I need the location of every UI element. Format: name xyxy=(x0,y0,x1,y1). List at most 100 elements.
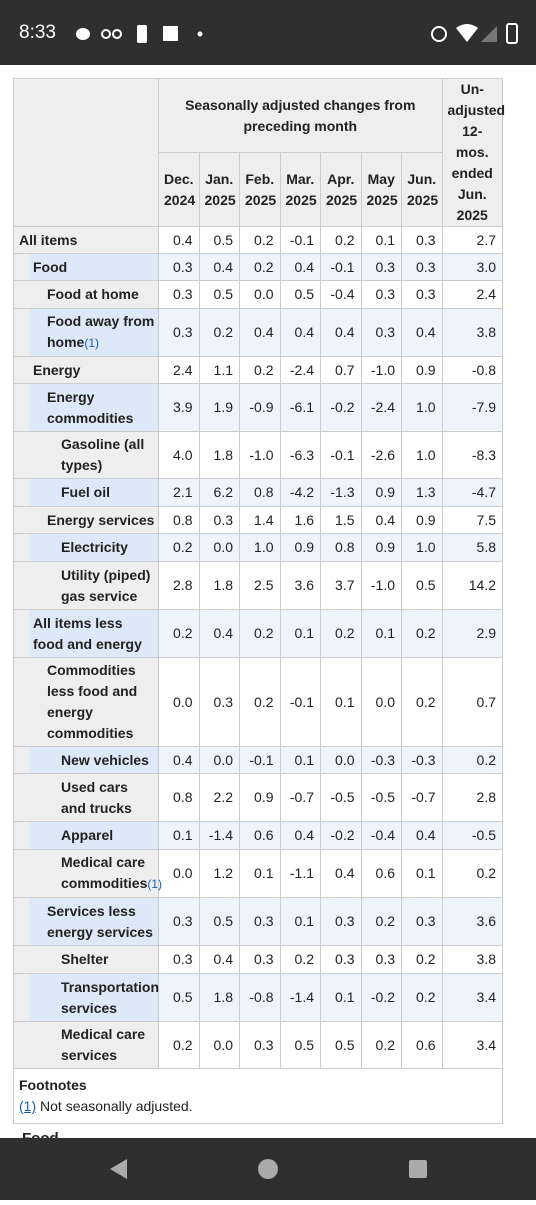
label-text: Medical care services xyxy=(61,1026,146,1063)
value-cell: 0.4 xyxy=(198,945,240,974)
value-cell: 0.2 xyxy=(239,226,281,254)
label-text: Energy services xyxy=(47,511,155,528)
label-text: Apparel xyxy=(61,827,114,843)
value-cell: 3.0 xyxy=(441,253,503,281)
value-cell: -0.2 xyxy=(360,973,402,1022)
table-row: Used cars and trucks 0.8 2.2 0.9 -0.7 -0.5 -0.… xyxy=(13,773,503,822)
row-label: Energy services xyxy=(13,506,159,534)
row-label: Services less energy services xyxy=(13,897,159,946)
back-button[interactable] xyxy=(110,1159,127,1179)
value-cell: -0.1 xyxy=(320,431,362,479)
value-cell: 1.3 xyxy=(401,478,443,507)
value-cell: 1.4 xyxy=(239,506,281,534)
label-text: Food at home xyxy=(47,286,139,302)
value-cell: 0.3 xyxy=(360,280,402,309)
table-row: Transportation services 0.5 1.8 -0.8 -1.4 0.1… xyxy=(13,973,503,1022)
value-cell: 0.3 xyxy=(158,280,200,309)
row-label: Food xyxy=(13,253,159,281)
value-cell: 0.5 xyxy=(198,226,240,254)
recents-button[interactable] xyxy=(409,1160,427,1178)
row-label: Utility (piped) gas service xyxy=(13,561,159,610)
footnote-link[interactable]: (1) xyxy=(84,336,100,350)
footnotes-row: Footnotes (1) Not seasonally adjusted. xyxy=(13,1068,503,1124)
table-row: Services less energy services 0.3 0.5 0.3 0.… xyxy=(13,897,503,946)
value-cell: 0.7 xyxy=(320,356,362,384)
value-cell: 0.9 xyxy=(279,533,321,562)
cpi-table: Seasonally adjusted changes from precedi… xyxy=(13,78,505,1124)
table-row: Apparel 0.1 -1.4 0.6 0.4 -0.2 -0.4 0.4 -0.5 xyxy=(13,821,503,850)
value-cell: 0.4 xyxy=(198,253,240,281)
column-header: Feb. 2025 xyxy=(239,152,281,227)
value-cell: -0.1 xyxy=(320,253,362,281)
value-cell: 0.0 xyxy=(158,657,200,747)
value-cell: 1.5 xyxy=(320,506,362,534)
value-cell: 2.8 xyxy=(441,773,503,822)
label-text: All items xyxy=(19,231,78,248)
row-label: Gasoline (all types) xyxy=(13,431,159,479)
value-cell: 0.3 xyxy=(239,897,281,946)
value-cell: 0.3 xyxy=(158,945,200,974)
value-cell: -6.3 xyxy=(279,431,321,479)
value-cell: 0.8 xyxy=(158,773,200,822)
table-row: Fuel oil 2.1 6.2 0.8 -4.2 -1.3 0.9 1.3 -4.7 xyxy=(13,478,503,507)
value-cell: 2.9 xyxy=(441,609,503,658)
value-cell: -1.1 xyxy=(279,849,321,898)
value-cell: 0.2 xyxy=(401,609,443,658)
value-cell: -0.2 xyxy=(320,821,362,850)
column-header: Apr. 2025 xyxy=(320,152,362,227)
row-label: Food at home xyxy=(13,280,159,309)
value-cell: 0.0 xyxy=(239,280,281,309)
value-cell: 0.0 xyxy=(158,849,200,898)
value-cell: 0.3 xyxy=(401,897,443,946)
footnote-marker[interactable]: (1) xyxy=(19,1098,37,1114)
value-cell: -0.1 xyxy=(279,657,321,747)
table-row: Gasoline (all types) 4.0 1.8 -1.0 -6.3 -0.1 -2… xyxy=(13,431,503,479)
value-cell: -0.4 xyxy=(360,821,402,850)
column-header: Jun. 2025 xyxy=(401,152,443,227)
value-cell: 0.4 xyxy=(360,506,402,534)
value-cell: 0.5 xyxy=(198,280,240,309)
value-cell: 3.7 xyxy=(320,561,362,610)
value-cell: 2.1 xyxy=(158,478,200,507)
value-cell: 1.0 xyxy=(401,431,443,479)
value-cell: -1.0 xyxy=(360,356,402,384)
value-cell: 0.2 xyxy=(360,1021,402,1069)
footnotes: Footnotes (1) Not seasonally adjusted. xyxy=(13,1068,503,1124)
value-cell: 0.5 xyxy=(198,897,240,946)
label-text: Energy xyxy=(33,361,81,378)
label-text: Utility (piped) gas service xyxy=(61,566,151,604)
value-cell: -0.1 xyxy=(279,226,321,254)
table-container: Seasonally adjusted changes from precedi… xyxy=(13,78,505,1124)
value-cell: -0.4 xyxy=(320,280,362,309)
value-cell: 3.8 xyxy=(441,308,503,357)
value-cell: -0.9 xyxy=(239,383,281,432)
table-row: Energy commodities 3.9 1.9 -0.9 -6.1 -0.2 -2.4… xyxy=(13,383,503,432)
value-cell: 0.4 xyxy=(401,821,443,850)
row-label: Apparel xyxy=(13,821,159,850)
value-cell: -0.2 xyxy=(320,383,362,432)
value-cell: 0.1 xyxy=(320,973,362,1022)
value-cell: 0.2 xyxy=(279,945,321,974)
value-cell: -0.5 xyxy=(320,773,362,822)
value-cell: 1.0 xyxy=(401,383,443,432)
label-text: Food away from home xyxy=(47,313,155,350)
value-cell: 0.3 xyxy=(401,226,443,254)
value-cell: 0.4 xyxy=(279,308,321,357)
value-cell: 0.3 xyxy=(198,506,240,534)
row-label: Fuel oil xyxy=(13,478,159,507)
value-cell: 0.1 xyxy=(320,657,362,747)
value-cell: 0.2 xyxy=(239,609,281,658)
table-row: Medical care commodities(1) 0.0 1.2 0.1 -1.1… xyxy=(13,849,503,898)
footnote-link[interactable]: (1) xyxy=(147,877,163,891)
status-icons xyxy=(76,23,518,44)
row-label: Energy commodities xyxy=(13,383,159,432)
value-cell: -4.2 xyxy=(279,478,321,507)
value-cell: -6.1 xyxy=(279,383,321,432)
label-text: Transportation services xyxy=(61,978,160,1016)
home-button[interactable] xyxy=(258,1159,278,1179)
value-cell: -0.7 xyxy=(279,773,321,822)
value-cell: 2.4 xyxy=(158,356,200,384)
value-cell: 0.3 xyxy=(158,253,200,281)
value-cell: -8.3 xyxy=(441,431,503,479)
value-cell: 0.3 xyxy=(198,657,240,747)
